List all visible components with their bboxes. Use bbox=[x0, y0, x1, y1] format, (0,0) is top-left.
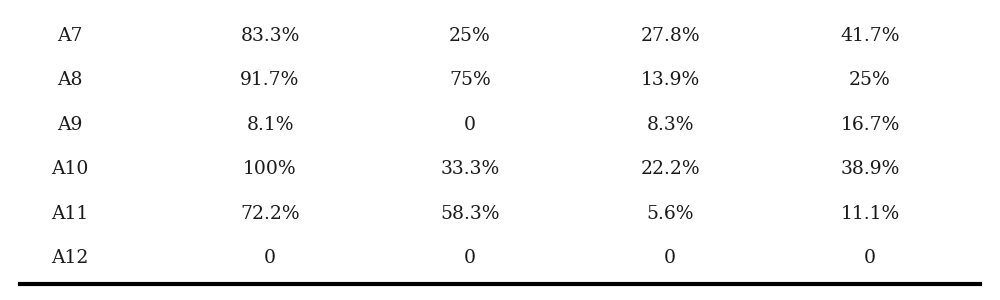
Text: 16.7%: 16.7% bbox=[840, 116, 900, 134]
Text: A9: A9 bbox=[57, 116, 83, 134]
Text: 27.8%: 27.8% bbox=[640, 27, 700, 45]
Text: 33.3%: 33.3% bbox=[440, 160, 500, 178]
Text: A7: A7 bbox=[57, 27, 83, 45]
Text: 5.6%: 5.6% bbox=[646, 205, 694, 223]
Text: A10: A10 bbox=[51, 160, 89, 178]
Text: 25%: 25% bbox=[449, 27, 491, 45]
Text: 38.9%: 38.9% bbox=[840, 160, 900, 178]
Text: 75%: 75% bbox=[449, 71, 491, 89]
Text: A11: A11 bbox=[51, 205, 89, 223]
Text: 22.2%: 22.2% bbox=[640, 160, 700, 178]
Text: 41.7%: 41.7% bbox=[840, 27, 900, 45]
Text: 8.1%: 8.1% bbox=[246, 116, 294, 134]
Text: 58.3%: 58.3% bbox=[440, 205, 500, 223]
Text: A8: A8 bbox=[57, 71, 83, 89]
Text: 11.1%: 11.1% bbox=[840, 205, 900, 223]
Text: A12: A12 bbox=[51, 249, 89, 267]
Text: 100%: 100% bbox=[243, 160, 297, 178]
Text: 8.3%: 8.3% bbox=[646, 116, 694, 134]
Text: 0: 0 bbox=[464, 249, 476, 267]
Text: 91.7%: 91.7% bbox=[240, 71, 300, 89]
Text: 0: 0 bbox=[664, 249, 676, 267]
Text: 0: 0 bbox=[264, 249, 276, 267]
Text: 72.2%: 72.2% bbox=[240, 205, 300, 223]
Text: 13.9%: 13.9% bbox=[640, 71, 700, 89]
Text: 0: 0 bbox=[864, 249, 876, 267]
Text: 25%: 25% bbox=[849, 71, 891, 89]
Text: 0: 0 bbox=[464, 116, 476, 134]
Text: 83.3%: 83.3% bbox=[240, 27, 300, 45]
